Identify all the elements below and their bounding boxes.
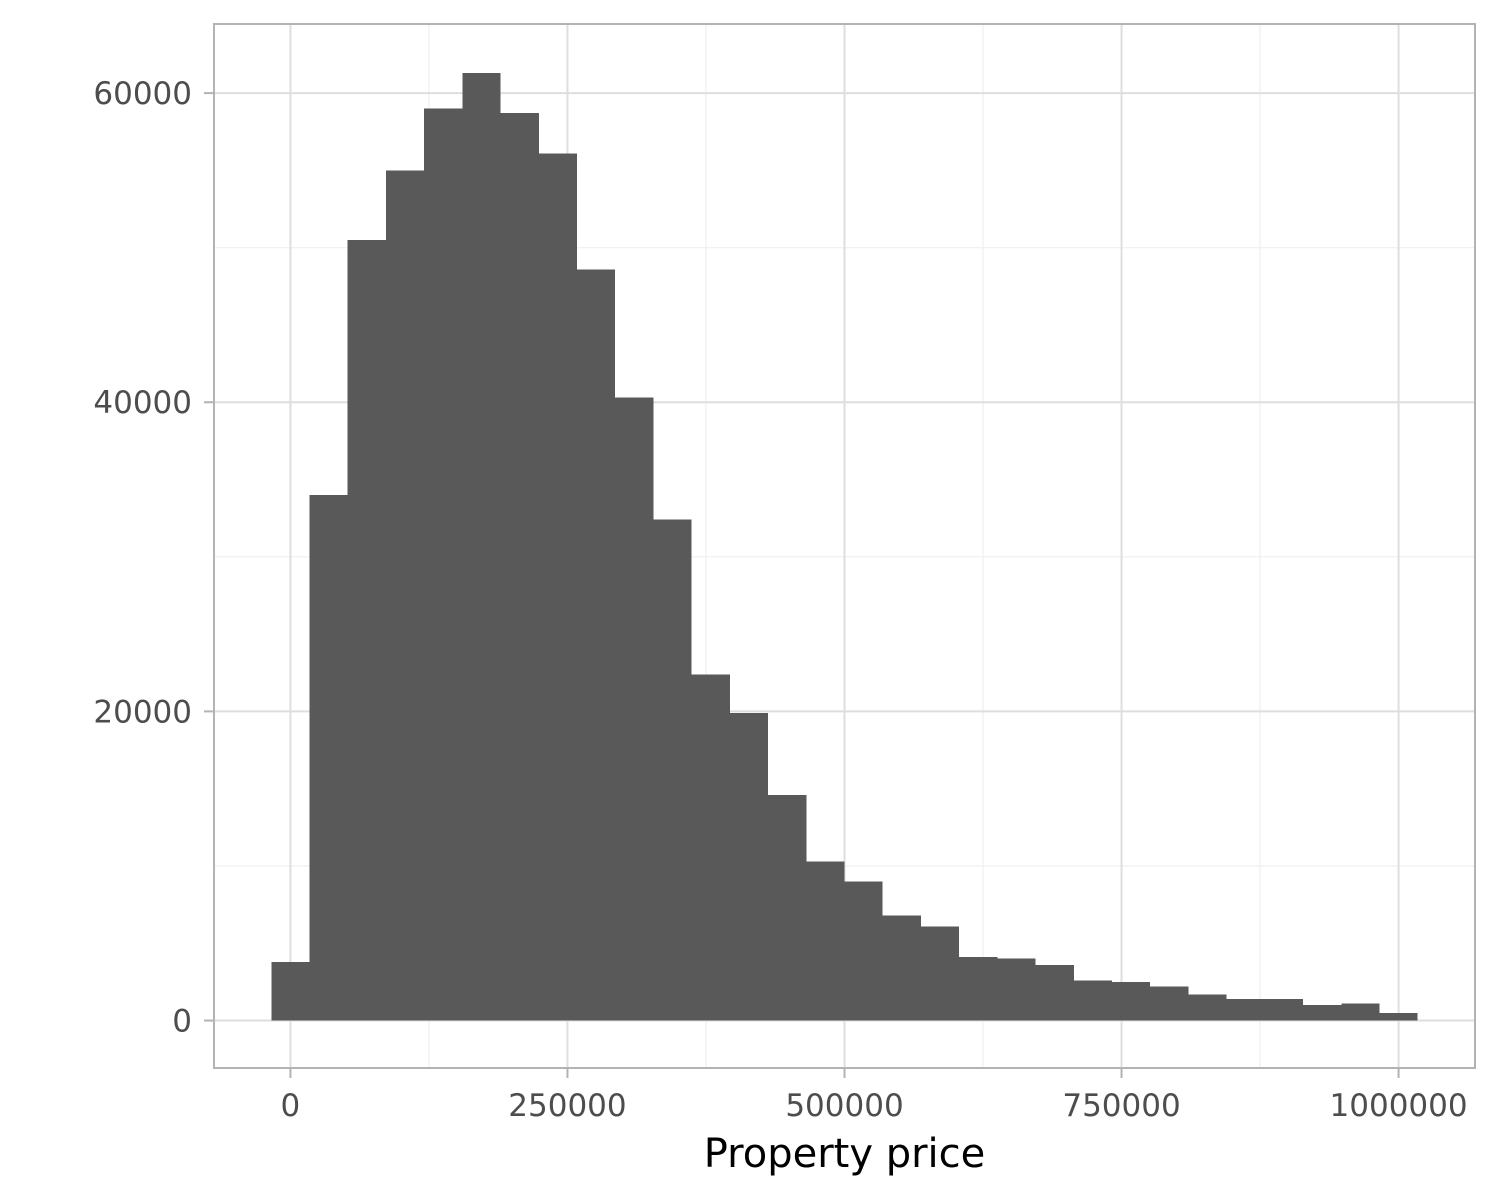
y-tick-label: 40000: [93, 385, 192, 421]
histogram-bar: [1341, 1003, 1380, 1021]
histogram-bar: [768, 794, 807, 1021]
histogram-bar: [1226, 998, 1265, 1021]
x-axis: 0 250000 500000 750000 1000000: [281, 1068, 1468, 1124]
y-tick-label: 20000: [93, 694, 192, 730]
histogram-bar: [1150, 986, 1189, 1021]
histogram-bar: [1035, 964, 1074, 1021]
histogram-bar: [309, 494, 348, 1021]
x-tick-label: 1000000: [1330, 1088, 1468, 1124]
histogram-bar: [1303, 1005, 1342, 1021]
histogram-bar: [729, 712, 769, 1021]
histogram-bar: [844, 881, 883, 1021]
histogram-bar: [538, 153, 578, 1021]
x-tick-label: 0: [281, 1088, 301, 1124]
histogram-bar: [347, 239, 386, 1021]
histogram-bar: [385, 170, 425, 1021]
histogram-bar: [1111, 981, 1151, 1021]
histogram-bar: [959, 957, 998, 1021]
histogram-bar: [615, 397, 654, 1021]
x-axis-title: Property price: [704, 1131, 986, 1177]
histogram-bar: [271, 961, 310, 1021]
histogram-bar: [1264, 998, 1304, 1021]
histogram-bar: [997, 958, 1036, 1021]
histogram-bar: [1188, 994, 1227, 1021]
histogram-bar: [462, 73, 501, 1021]
histogram-bar: [806, 861, 845, 1021]
y-tick-label: 0: [172, 1004, 192, 1040]
x-tick-label: 500000: [785, 1088, 903, 1124]
histogram-bar: [653, 519, 692, 1021]
histogram-bar: [500, 113, 539, 1021]
y-axis: 0 20000 40000 60000: [93, 76, 214, 1040]
plot-panel: [213, 23, 1476, 1069]
histogram-bars: [271, 73, 1418, 1021]
histogram-bar: [577, 269, 616, 1021]
histogram-bar: [691, 674, 730, 1021]
histogram-bar: [920, 926, 960, 1021]
histogram-bar: [424, 108, 463, 1021]
x-tick-label: 250000: [508, 1088, 626, 1124]
x-tick-label: 750000: [1062, 1088, 1180, 1124]
histogram-bar: [1379, 1012, 1418, 1021]
histogram-bar: [1073, 980, 1112, 1021]
histogram-bar: [882, 915, 921, 1021]
y-tick-label: 60000: [93, 76, 192, 112]
